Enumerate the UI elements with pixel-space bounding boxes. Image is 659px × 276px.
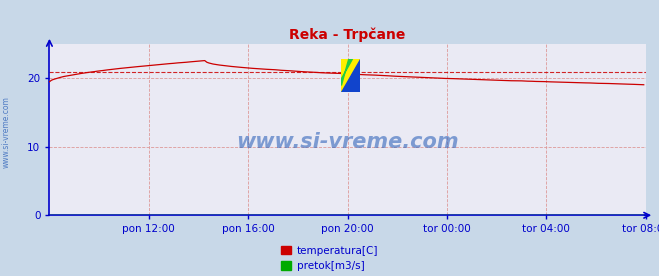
Title: Reka - Trpčane: Reka - Trpčane [289,27,406,42]
Polygon shape [341,59,360,92]
Polygon shape [341,59,360,92]
Text: www.si-vreme.com: www.si-vreme.com [2,97,11,168]
Legend: temperatura[C], pretok[m3/s]: temperatura[C], pretok[m3/s] [281,246,378,271]
Polygon shape [341,59,353,86]
Text: www.si-vreme.com: www.si-vreme.com [237,132,459,152]
